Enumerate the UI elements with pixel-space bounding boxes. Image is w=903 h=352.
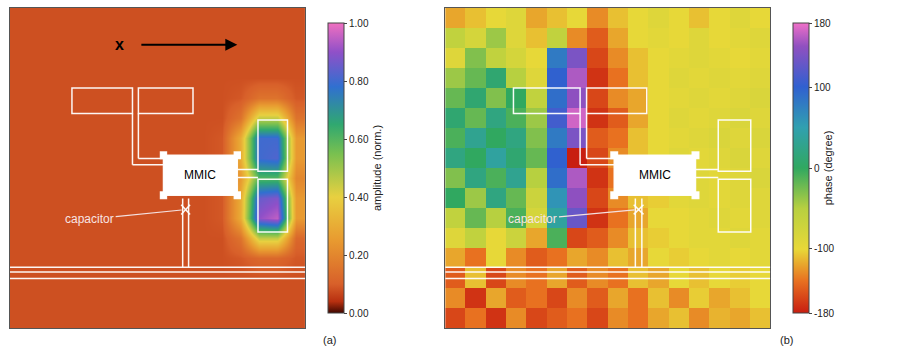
svg-text:0.80: 0.80	[349, 76, 369, 87]
svg-text:capacitor: capacitor	[508, 212, 557, 226]
svg-text:amplitude (norm.): amplitude (norm.)	[371, 125, 383, 211]
svg-text:(a): (a)	[323, 334, 336, 346]
svg-text:phase (degree): phase (degree)	[822, 131, 834, 206]
svg-text:-100: -100	[814, 243, 834, 254]
svg-text:0.20: 0.20	[349, 250, 369, 261]
svg-text:180: 180	[814, 18, 831, 29]
svg-text:0.60: 0.60	[349, 134, 369, 145]
svg-text:0.40: 0.40	[349, 192, 369, 203]
svg-text:1.00: 1.00	[349, 18, 369, 29]
svg-text:MMIC: MMIC	[639, 168, 671, 182]
svg-text:-180: -180	[814, 308, 834, 319]
svg-text:capacitor: capacitor	[65, 212, 114, 226]
svg-text:0: 0	[814, 163, 820, 174]
svg-text:0.00: 0.00	[349, 308, 369, 319]
svg-text:100: 100	[814, 82, 831, 93]
svg-text:x: x	[115, 36, 124, 53]
svg-text:(b): (b)	[780, 334, 793, 346]
svg-text:MMIC: MMIC	[184, 168, 216, 182]
